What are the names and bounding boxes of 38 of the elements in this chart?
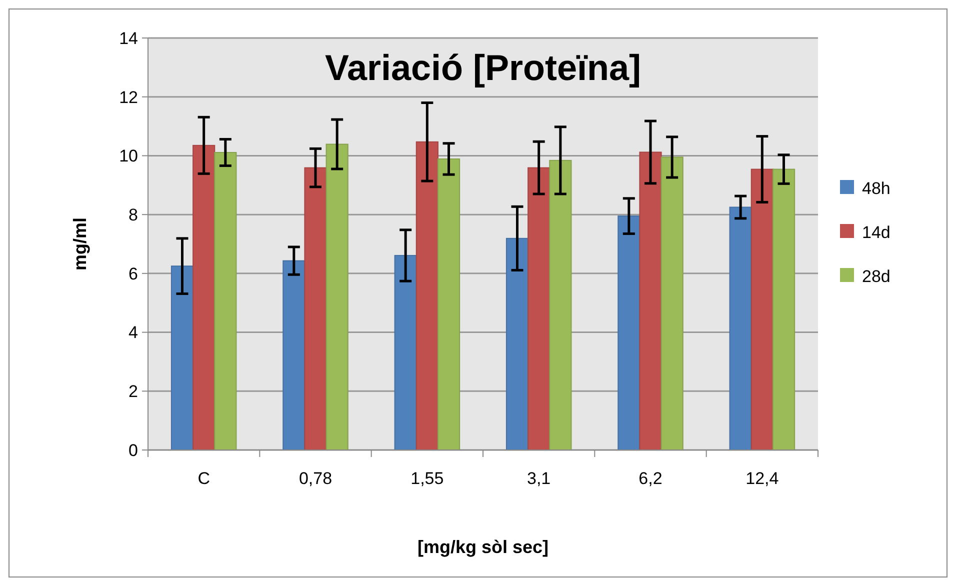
- legend-label: 14d: [862, 222, 890, 242]
- x-tick-label: 1,55: [410, 469, 444, 488]
- y-tick-label: 2: [128, 382, 138, 402]
- bar: [660, 156, 684, 450]
- bar: [528, 167, 550, 450]
- bar: [394, 254, 417, 450]
- legend-label: 48h: [862, 178, 890, 198]
- y-tick-label: 14: [119, 28, 138, 48]
- bar: [549, 160, 572, 450]
- y-tick-label: 4: [128, 323, 138, 342]
- bar: [729, 206, 752, 450]
- chart-title: Variació [Proteïna]: [324, 47, 642, 88]
- y-axis-title: mg/ml: [70, 217, 90, 271]
- x-tick-label: 0,78: [298, 469, 332, 488]
- y-tick-label: 6: [128, 264, 138, 284]
- bar: [170, 266, 194, 450]
- bar: [506, 238, 529, 450]
- y-tick-label: 0: [128, 440, 138, 460]
- bar: [282, 260, 306, 450]
- bar: [304, 167, 327, 450]
- y-tick-label: 12: [119, 88, 138, 107]
- bar: [618, 216, 640, 450]
- x-tick-label: C: [198, 469, 210, 488]
- bar: [416, 141, 438, 450]
- bar: [772, 168, 796, 450]
- bar: [437, 158, 460, 450]
- bar: [750, 168, 774, 450]
- x-tick-label: 6,2: [638, 469, 662, 488]
- x-tick-label: 12,4: [746, 469, 779, 488]
- legend-label: 28d: [862, 266, 890, 286]
- bar: [326, 144, 348, 450]
- y-tick-label: 8: [128, 206, 138, 225]
- bar: [639, 152, 662, 450]
- y-tick-label: 10: [119, 146, 138, 166]
- x-tick-label: 3,1: [527, 469, 551, 488]
- bar: [192, 144, 216, 450]
- x-axis-title: [mg/kg sòl sec]: [417, 537, 549, 557]
- bar: [214, 152, 237, 450]
